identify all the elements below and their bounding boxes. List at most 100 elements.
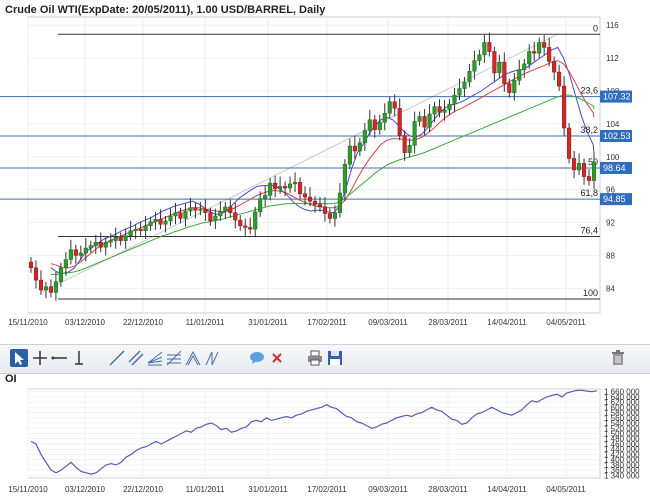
oi-x-tick-label: 17/02/2011 xyxy=(307,485,347,494)
trend-line-tool-button[interactable] xyxy=(108,349,126,367)
candle-body xyxy=(283,186,288,189)
candle-body xyxy=(63,259,68,269)
oi-x-tick-label: 03/12/2010 xyxy=(65,485,106,494)
fib-level-label: 38,2 xyxy=(580,125,598,135)
candle-body xyxy=(492,51,497,74)
fib-level-label: 61,8 xyxy=(580,188,598,198)
candle-body xyxy=(143,225,148,232)
parallel-channel-tool-button[interactable] xyxy=(127,349,145,367)
y-tick-label: 116 xyxy=(606,21,619,30)
candle-body xyxy=(547,47,552,62)
candle-body xyxy=(357,142,362,152)
horizontal-line-tool-button[interactable] xyxy=(51,349,69,367)
candle-body xyxy=(198,209,203,211)
candle-body xyxy=(258,198,263,213)
candle-body xyxy=(442,109,447,113)
oi-title: OI xyxy=(5,373,17,385)
oi-x-tick-label: 14/04/2011 xyxy=(487,485,527,494)
candle-body xyxy=(218,210,223,217)
printer-icon xyxy=(308,350,322,366)
candle-body xyxy=(158,219,163,225)
fib-level-label: 100 xyxy=(583,288,598,298)
x-tick-label: 14/04/2011 xyxy=(487,318,527,327)
candle-body xyxy=(103,242,108,248)
candle-body xyxy=(123,235,128,241)
candle-body xyxy=(163,220,168,225)
candle-body xyxy=(362,130,367,144)
vertical-line-tool-button[interactable] xyxy=(70,349,88,367)
x-tick-label: 28/03/2011 xyxy=(428,318,468,327)
oi-y-tick-label: 1 580 000 xyxy=(604,409,640,418)
crosshair-icon xyxy=(33,351,47,365)
candle-body xyxy=(522,63,527,70)
oi-y-tick-label: 1 420 000 xyxy=(604,450,640,459)
candle-body xyxy=(591,161,597,181)
crosshair-tool-button[interactable] xyxy=(31,349,49,367)
candle-body xyxy=(417,116,422,122)
oi-x-tick-label: 11/01/2011 xyxy=(186,485,225,494)
candle-body xyxy=(502,61,507,84)
candle-body xyxy=(213,215,218,222)
candle-body xyxy=(581,163,587,177)
candle-body xyxy=(487,42,492,52)
candle-body xyxy=(248,227,253,230)
candle-body xyxy=(586,176,592,181)
fibonacci-retracement-tool-button[interactable] xyxy=(165,349,183,367)
time-zones-tool-button[interactable] xyxy=(203,349,221,367)
oi-y-tick-label: 1 560 000 xyxy=(604,414,640,423)
candle-body xyxy=(347,145,352,165)
save-button[interactable] xyxy=(326,349,344,367)
price-badge xyxy=(600,161,632,174)
y-tick-label: 88 xyxy=(606,251,615,260)
candle-body xyxy=(43,286,48,291)
candle-body xyxy=(482,42,487,56)
fibonacci-fan-tool-button[interactable] xyxy=(146,349,164,367)
candle-body xyxy=(512,80,517,93)
candle-body xyxy=(88,245,93,249)
candle-body xyxy=(113,237,118,241)
fibonacci-arcs-tool-button[interactable] xyxy=(184,349,202,367)
candle-body xyxy=(457,88,462,96)
plot-area xyxy=(27,16,601,314)
delete-object-button[interactable] xyxy=(268,349,286,367)
comment-tool-button[interactable] xyxy=(248,349,266,367)
candle-body xyxy=(148,221,153,227)
candle-body xyxy=(312,200,318,205)
candle-body xyxy=(78,252,83,256)
candle-body xyxy=(422,116,427,128)
candle-body xyxy=(517,69,522,81)
candle-body xyxy=(427,113,432,128)
cursor-tool-button[interactable] xyxy=(10,349,28,367)
price-chart[interactable]: 15/11/2010 03/12/2010 22/12/2010 11/01/2011… xyxy=(0,14,650,344)
candle-body xyxy=(153,219,158,222)
candle-body xyxy=(557,71,562,87)
candle-body xyxy=(288,183,293,189)
candle-body xyxy=(302,193,308,198)
chart-title: Crude Oil WTI(ExpDate: 20/05/2011), 1.00… xyxy=(5,4,326,16)
floppy-disk-icon xyxy=(328,351,342,365)
candle-body xyxy=(278,186,283,190)
trash-button[interactable] xyxy=(609,349,627,367)
candle-body xyxy=(412,121,417,146)
oi-y-tick-label: 1 460 000 xyxy=(604,440,640,449)
time-zones-icon xyxy=(205,351,219,366)
oi-x-tick-label: 28/03/2011 xyxy=(428,485,468,494)
candle-body xyxy=(73,249,78,256)
candle-body xyxy=(377,121,382,130)
price-badge xyxy=(600,129,632,142)
oi-y-tick-label: 1 380 000 xyxy=(604,461,640,470)
candle-body xyxy=(392,101,397,109)
candle-body xyxy=(507,83,512,93)
candle-body xyxy=(567,127,572,159)
candle-body xyxy=(432,106,437,115)
x-tick-label: 09/03/2011 xyxy=(368,318,408,327)
x-tick-label: 11/01/2011 xyxy=(186,318,225,327)
print-button[interactable] xyxy=(306,349,324,367)
candle-body xyxy=(293,182,298,185)
candle-body xyxy=(447,103,452,111)
oi-y-tick-label: 1 340 000 xyxy=(604,471,640,480)
parallel-channel-icon xyxy=(128,350,144,366)
candle-body xyxy=(233,212,238,221)
price-badge-label: 94.85 xyxy=(603,194,626,204)
